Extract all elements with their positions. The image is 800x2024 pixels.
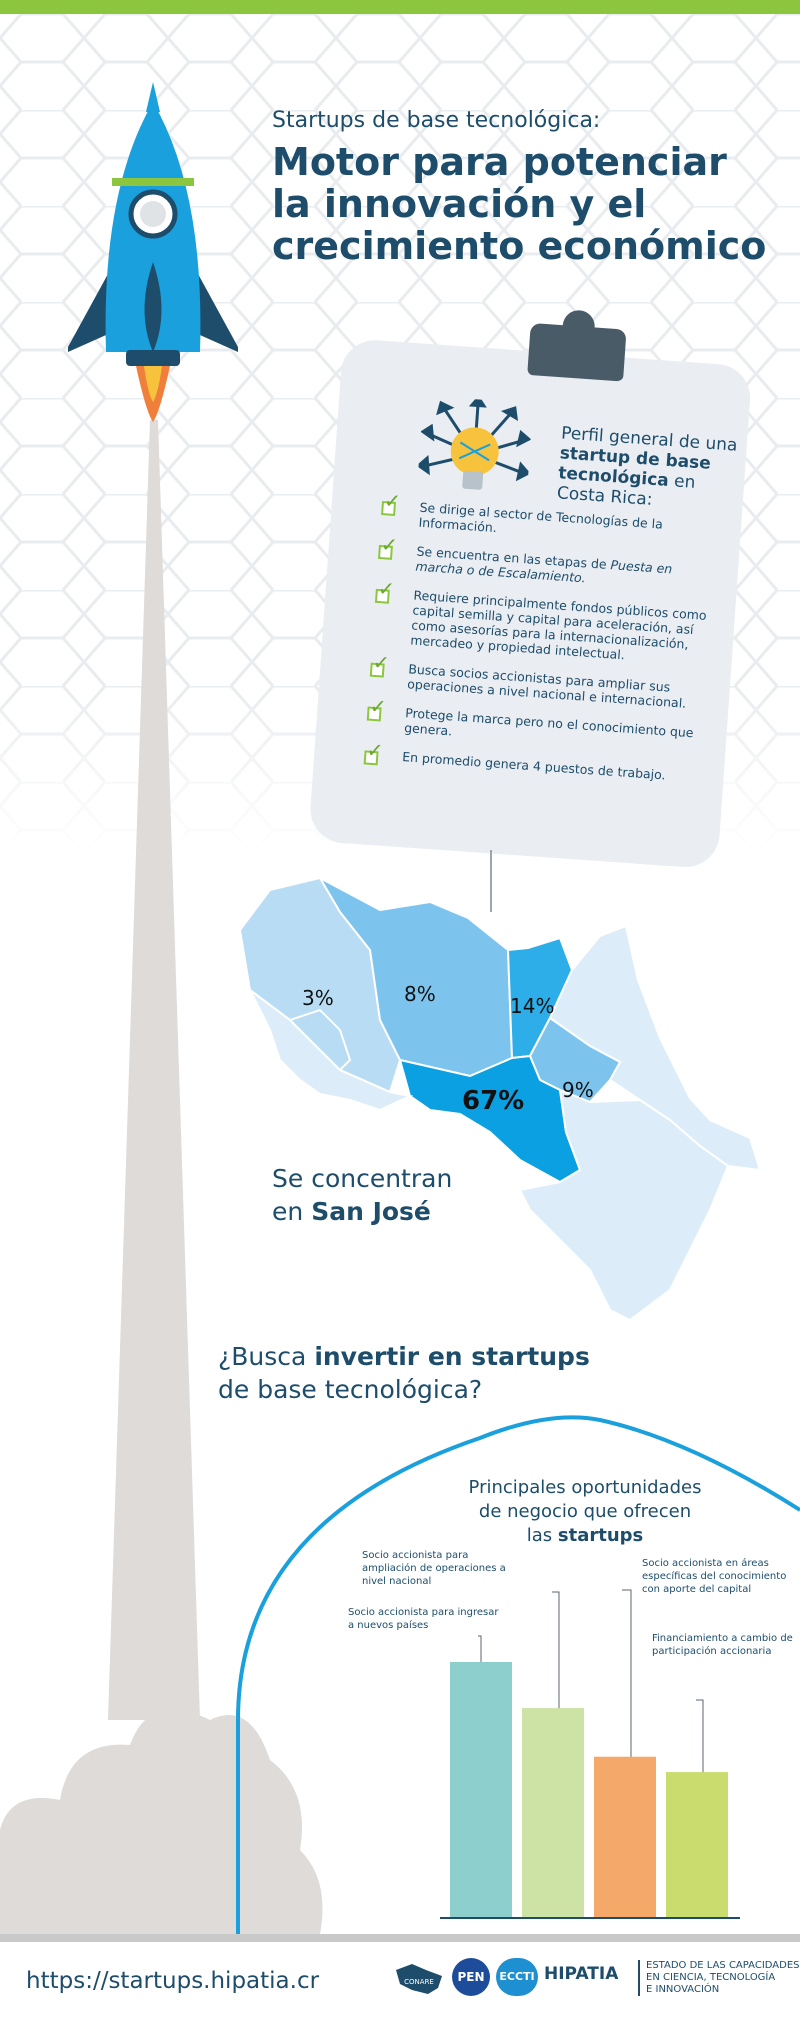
profile-clipboard: Perfil general de una startup de base te…: [307, 304, 764, 882]
lightbulb-icon: [416, 395, 532, 490]
state-line-2: EN CIENCIA, TECNOLOGÍA: [646, 1972, 776, 1983]
conare-logo: CONARE: [396, 1964, 442, 1994]
footer-divider: [0, 1934, 800, 1942]
chart-leader-line: [552, 1591, 560, 1709]
state-line-1: ESTADO DE LAS CAPACIDADES: [646, 1960, 800, 1971]
map-region-label: 3%: [302, 986, 334, 1010]
rocket-icon: [68, 82, 238, 422]
chart-bar: [450, 1662, 512, 1918]
invest-question-pre: ¿Busca: [218, 1342, 315, 1371]
chart-leader-line: [696, 1699, 704, 1773]
chart-bar: [522, 1708, 584, 1918]
costa-rica-map: [238, 875, 762, 1322]
state-report-logo: ESTADO DE LAS CAPACIDADES EN CIENCIA, TE…: [638, 1960, 800, 1996]
invest-question-bold: invertir en startups: [314, 1342, 590, 1371]
state-line-3: E INNOVACIÓN: [646, 1984, 720, 1995]
map-region-label: 14%: [510, 994, 555, 1018]
map-caption-bold: San José: [311, 1197, 431, 1226]
opportunities-title-pre3: las: [526, 1525, 558, 1546]
map-caption-line2: en: [272, 1197, 312, 1226]
chart-leader-line: [478, 1635, 482, 1662]
map-region-puntarenas-south: [518, 1088, 730, 1322]
hipatia-logo: HIPATIA: [544, 1964, 619, 1984]
opportunities-title-line2: de negocio que ofrecen: [478, 1501, 692, 1522]
intro-title: Motor para potenciar la innovación y el …: [272, 140, 767, 268]
map-region-puntarenas-gulf: [288, 1008, 352, 1072]
intro-header: Startups de base tecnológica: Motor para…: [272, 108, 772, 267]
footer-logos: CONARE PEN ECCTI HIPATIA ESTADO DE LAS C…: [392, 1952, 800, 2008]
map-region-label: 8%: [404, 982, 436, 1006]
conare-logo-text: CONARE: [404, 1978, 434, 1986]
opportunities-title-line1: Principales oportunidades: [468, 1477, 702, 1498]
invest-question-post: de base tecnológica?: [218, 1375, 483, 1404]
chart-category-label: Socio accionista para ampliación de opera…: [362, 1550, 506, 1587]
eccti-logo: ECCTI: [496, 1958, 538, 1996]
opportunities-title-bold3: startups: [557, 1525, 644, 1546]
map-region-label-highlight: 67%: [462, 1086, 525, 1116]
chart-category-label: Socio accionista para ingresar a nuevos p…: [348, 1607, 499, 1631]
chart-leader-line: [622, 1589, 632, 1757]
map-region-label: 9%: [562, 1078, 594, 1102]
pen-logo: PEN: [452, 1958, 490, 1996]
top-accent-bar: [0, 0, 800, 14]
intro-subtitle: Startups de base tecnológica:: [272, 108, 601, 133]
footer-url[interactable]: https://startups.hipatia.cr: [26, 1968, 320, 1994]
chart-category-label: Socio accionista en áreas específicas del…: [642, 1557, 786, 1595]
map-caption: Se concentran en San José: [272, 1162, 452, 1228]
connector-line: [490, 850, 492, 912]
map-caption-line1: Se concentran: [272, 1164, 453, 1193]
opportunities-title: Principales oportunidades de negocio que…: [450, 1476, 720, 1548]
chart-bar: [666, 1772, 728, 1918]
invest-question: ¿Busca invertir en startups de base tecn…: [218, 1340, 590, 1406]
chart-bar: [594, 1756, 656, 1918]
chart-category-label: Financiamiento a cambio de participación …: [652, 1633, 793, 1657]
